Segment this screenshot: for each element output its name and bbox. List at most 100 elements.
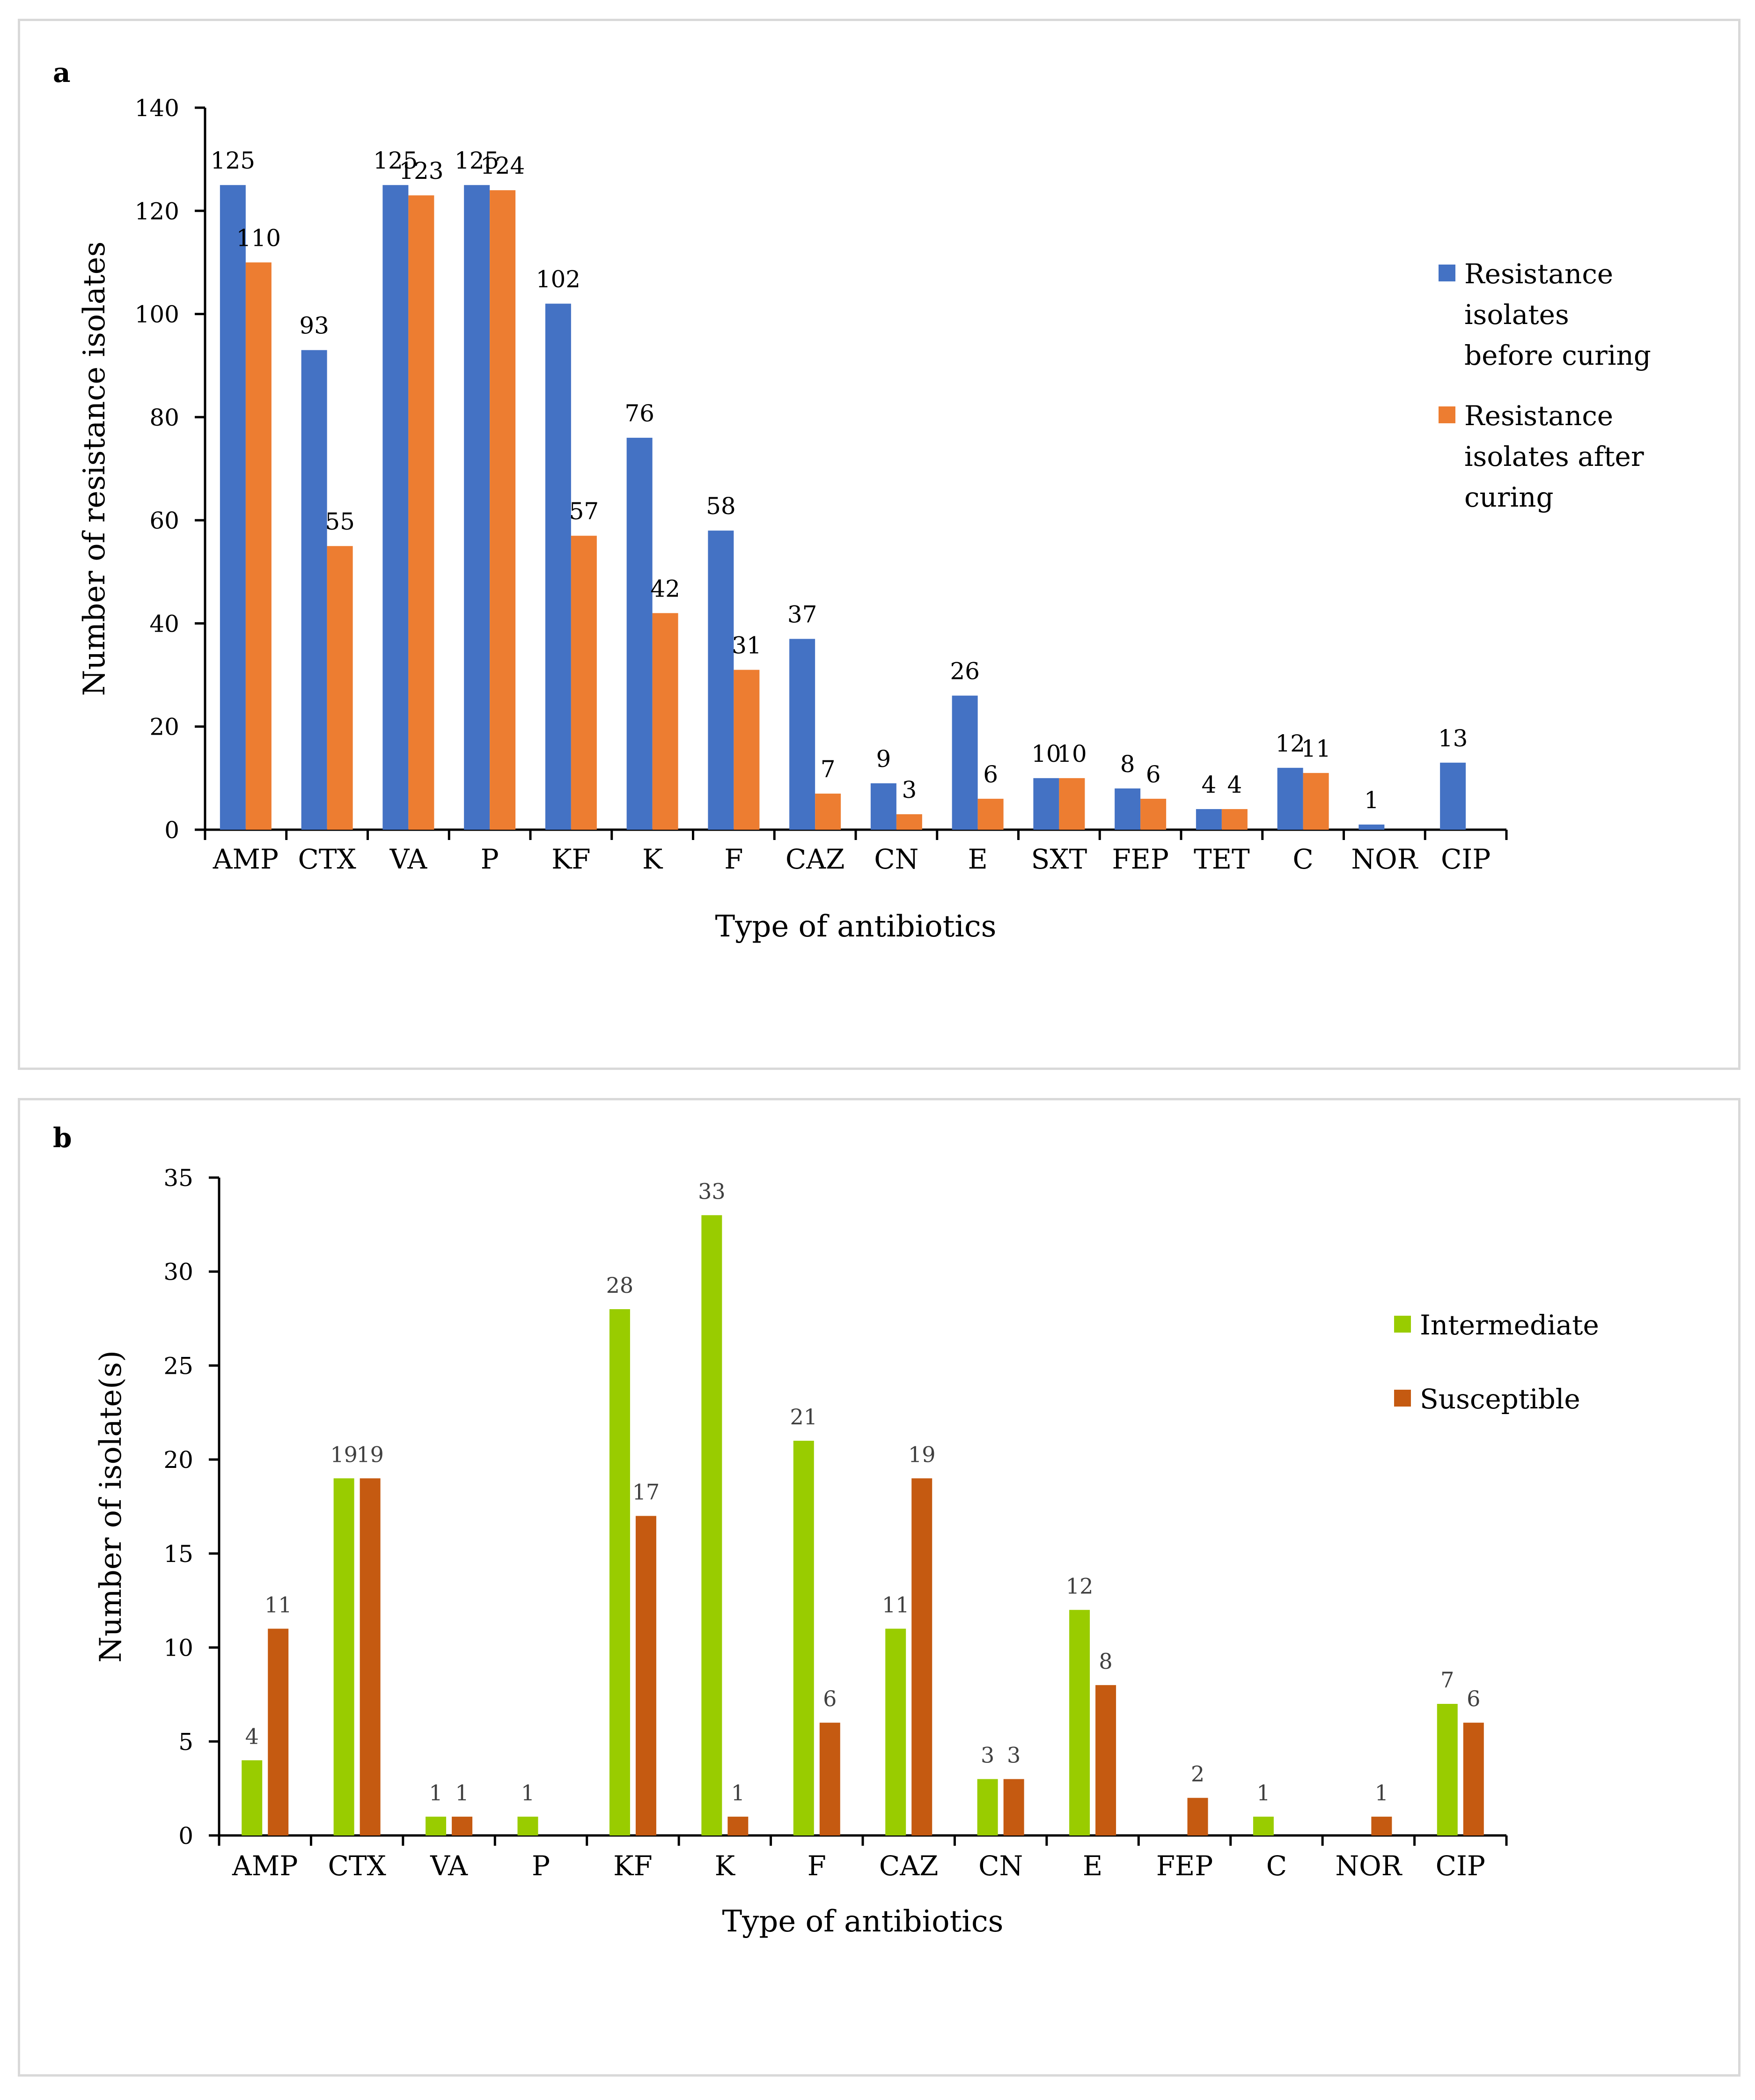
- x-category-label: E: [1083, 1850, 1102, 1882]
- data-label: 125: [373, 147, 418, 174]
- y-tick-label: 15: [163, 1540, 193, 1568]
- y-tick-label: 35: [163, 1164, 193, 1192]
- chart-a-svg: a020406080100120140125110AMP9355CTX12512…: [53, 57, 1651, 944]
- data-label: 1: [1256, 1780, 1270, 1805]
- data-label: 6: [823, 1686, 837, 1711]
- bar-resistance-isolates-after-curing-k: [652, 613, 678, 830]
- bar-resistance-isolates-before-curing-p: [464, 185, 490, 830]
- bar-intermediate-k: [701, 1215, 722, 1835]
- data-label: 6: [1467, 1686, 1480, 1711]
- data-label: 9: [876, 745, 891, 773]
- x-category-label: SXT: [1031, 843, 1087, 875]
- y-tick-label: 0: [178, 1822, 193, 1849]
- bar-susceptible-f: [819, 1723, 840, 1835]
- bar-resistance-isolates-before-curing-f: [708, 531, 734, 830]
- bar-resistance-isolates-after-curing-kf: [571, 536, 597, 830]
- data-label: 3: [1007, 1743, 1021, 1768]
- y-tick-label: 60: [149, 507, 179, 534]
- legend-label: isolates: [1464, 299, 1569, 331]
- bar-susceptible-e: [1095, 1685, 1116, 1835]
- data-label: 37: [787, 601, 817, 628]
- data-label: 1: [731, 1780, 745, 1805]
- data-label: 3: [902, 776, 917, 803]
- bar-resistance-isolates-after-curing-tet: [1221, 809, 1248, 830]
- x-category-label: C: [1292, 843, 1313, 875]
- y-tick-label: 20: [163, 1446, 193, 1474]
- bar-resistance-isolates-after-curing-amp: [245, 262, 272, 830]
- x-category-label: CIP: [1436, 1850, 1485, 1882]
- bar-resistance-isolates-after-curing-f: [734, 670, 760, 830]
- bar-susceptible-va: [452, 1816, 473, 1835]
- bar-susceptible-cip: [1463, 1723, 1484, 1835]
- bar-resistance-isolates-before-curing-e: [952, 695, 978, 830]
- legend-swatch: [1394, 1390, 1411, 1407]
- bar-resistance-isolates-after-curing-ctx: [327, 546, 353, 830]
- y-tick-label: 80: [149, 404, 179, 431]
- bar-resistance-isolates-after-curing-caz: [815, 793, 841, 830]
- bar-resistance-isolates-before-curing-c: [1277, 767, 1303, 830]
- bar-susceptible-caz: [911, 1478, 933, 1835]
- data-label: 19: [330, 1442, 358, 1467]
- bar-susceptible-fep: [1187, 1798, 1208, 1835]
- bar-resistance-isolates-before-curing-caz: [789, 639, 815, 830]
- y-tick-label: 120: [135, 198, 179, 225]
- bar-susceptible-cn: [1003, 1779, 1024, 1835]
- data-label: 1: [1364, 787, 1379, 814]
- data-label: 123: [399, 157, 443, 184]
- x-category-label: FEP: [1156, 1850, 1213, 1882]
- bar-resistance-isolates-after-curing-va: [408, 195, 434, 830]
- bar-intermediate-c: [1253, 1816, 1274, 1835]
- data-label: 4: [1227, 771, 1242, 798]
- data-label: 58: [706, 493, 736, 520]
- data-label: 21: [790, 1404, 818, 1429]
- bar-resistance-isolates-before-curing-k: [626, 437, 653, 830]
- bar-susceptible-kf: [635, 1516, 656, 1835]
- data-label: 6: [1146, 761, 1161, 788]
- data-label: 1: [521, 1780, 535, 1805]
- x-category-label: CN: [874, 843, 918, 875]
- data-label: 19: [908, 1442, 936, 1467]
- data-label: 93: [299, 312, 329, 339]
- legend-label: isolates after: [1464, 441, 1644, 472]
- bar-intermediate-va: [426, 1816, 447, 1835]
- x-axis-title: Type of antibiotics: [715, 909, 997, 944]
- bar-resistance-isolates-after-curing-fep: [1140, 798, 1167, 830]
- x-category-label: P: [481, 843, 499, 875]
- x-category-label: NOR: [1351, 843, 1418, 875]
- data-label: 10: [1057, 740, 1087, 767]
- data-label: 3: [981, 1743, 994, 1768]
- x-category-label: CTX: [298, 843, 356, 875]
- data-label: 17: [632, 1480, 660, 1505]
- data-label: 26: [950, 658, 980, 685]
- data-label: 2: [1191, 1761, 1204, 1787]
- legend-label: Susceptible: [1420, 1383, 1580, 1415]
- bar-intermediate-caz: [885, 1628, 906, 1835]
- bar-intermediate-cip: [1437, 1704, 1458, 1835]
- data-label: 57: [569, 498, 599, 525]
- bar-resistance-isolates-before-curing-sxt: [1033, 778, 1059, 830]
- x-category-label: P: [532, 1850, 550, 1882]
- data-label: 7: [1440, 1667, 1454, 1693]
- legend-label: before curing: [1464, 339, 1651, 371]
- data-label: 13: [1438, 725, 1468, 752]
- legend-label: curing: [1464, 481, 1554, 513]
- panel-letter: b: [53, 1122, 72, 1154]
- data-label: 4: [1201, 771, 1216, 798]
- x-category-label: CIP: [1441, 843, 1491, 875]
- chart-panel-b: b 0 5 10 15 20 25 30 35 4 11 AMP 19 19 CTX 1 1 VA 1 P 28 17 KF…: [18, 1098, 1740, 2077]
- bar-resistance-isolates-before-curing-kf: [545, 303, 571, 830]
- y-tick-label: 30: [163, 1259, 193, 1286]
- data-label: 102: [536, 266, 580, 293]
- legend-label: Resistance: [1464, 400, 1613, 432]
- data-label: 7: [821, 756, 836, 783]
- data-label: 11: [1301, 735, 1331, 762]
- data-label: 33: [698, 1179, 726, 1204]
- data-label: 76: [624, 400, 654, 427]
- data-label: 31: [732, 632, 762, 659]
- x-category-label: F: [808, 1850, 826, 1882]
- data-label: 11: [264, 1592, 292, 1617]
- bar-intermediate-amp: [242, 1760, 263, 1835]
- x-category-label: KF: [613, 1850, 653, 1882]
- chart-panel-a: a 0 20 40 60 80 100 120 140 125 110 AMP 93 55 CTX 125 12…: [18, 19, 1740, 1070]
